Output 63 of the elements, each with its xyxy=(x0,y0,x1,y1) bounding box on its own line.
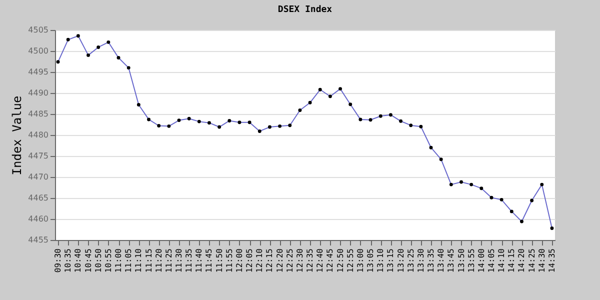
x-tick-label: 11:45 xyxy=(204,248,214,273)
y-tick-label: 4485 xyxy=(28,110,48,118)
x-tick-label: 12:55 xyxy=(346,248,355,273)
x-tick-label: 10:50 xyxy=(94,248,103,273)
x-tick-label: 10:40 xyxy=(74,248,83,273)
y-tick-label: 4495 xyxy=(28,68,48,76)
y-tick-label: 4455 xyxy=(28,236,48,244)
x-tick-label: 14:00 xyxy=(476,248,486,273)
x-tick-label: 12:10 xyxy=(255,248,264,273)
y-tick-label: 4500 xyxy=(28,46,48,56)
y-axis-title: Index Value xyxy=(10,96,24,176)
x-tick-label: 14:15 xyxy=(507,248,516,273)
x-tick-label: 13:15 xyxy=(386,248,396,273)
x-tick-label: 11:30 xyxy=(174,248,184,273)
y-tick-label: 4470 xyxy=(28,172,48,182)
x-tick-label: 13:35 xyxy=(426,248,436,273)
x-tick-label: 14:30 xyxy=(537,248,546,273)
x-tick-label: 14:05 xyxy=(486,248,496,273)
x-tick-label: 13:45 xyxy=(446,248,456,273)
chart-title: DSEX Index xyxy=(278,5,333,15)
x-tick-label: 12:45 xyxy=(326,248,335,273)
x-tick-label: 09:30 xyxy=(54,248,63,273)
x-tick-label: 14:10 xyxy=(497,248,506,273)
x-tick-label: 12:15 xyxy=(265,248,274,273)
x-tick-label: 11:25 xyxy=(164,248,174,273)
y-tick-label: 4465 xyxy=(28,194,48,202)
x-tick-label: 14:25 xyxy=(527,248,536,273)
x-tick-label: 13:55 xyxy=(466,248,476,273)
x-tick-label: 13:25 xyxy=(406,248,416,273)
x-tick-label: 10:45 xyxy=(84,248,93,273)
x-tick-label: 12:40 xyxy=(316,248,325,273)
x-tick-label: 11:10 xyxy=(134,248,144,273)
x-tick-label: 12:30 xyxy=(295,248,304,273)
x-tick-label: 12:35 xyxy=(306,248,315,273)
x-tick-label: 13:10 xyxy=(376,248,386,273)
x-tick-label: 12:20 xyxy=(275,248,284,273)
x-tick-label: 11:35 xyxy=(184,248,194,273)
y-tick-label: 4490 xyxy=(28,88,48,98)
x-tick-label: 14:20 xyxy=(517,248,526,273)
y-tick-label: 4480 xyxy=(28,130,48,140)
x-tick-label: 12:05 xyxy=(245,248,254,273)
x-tick-label: 10:35 xyxy=(64,248,73,273)
y-tick-label: 4505 xyxy=(28,26,48,34)
x-tick-label: 11:50 xyxy=(214,248,224,273)
y-tick-label: 4460 xyxy=(28,214,48,224)
x-tick-label: 12:50 xyxy=(336,248,345,273)
x-tick-label: 12:25 xyxy=(285,248,294,273)
x-tick-label: 11:15 xyxy=(144,248,154,273)
x-tick-label: 13:50 xyxy=(456,248,466,273)
x-tick-label: 13:30 xyxy=(416,248,426,273)
x-tick-label: 13:05 xyxy=(366,248,376,273)
x-tick-label: 11:05 xyxy=(124,248,134,273)
x-tick-label: 10:55 xyxy=(104,248,113,273)
y-tick-label: 4475 xyxy=(28,152,48,160)
x-tick-label: 13:40 xyxy=(436,248,446,273)
x-tick-label: 11:00 xyxy=(114,248,124,273)
x-tick-label: 11:40 xyxy=(194,248,204,273)
x-tick-label: 11:20 xyxy=(154,248,164,273)
x-tick-label: 12:00 xyxy=(234,248,244,273)
x-tick-label: 11:55 xyxy=(224,248,234,273)
x-tick-label: 13:20 xyxy=(396,248,406,273)
x-tick-label: 14:35 xyxy=(547,248,556,273)
x-tick-label: 13:00 xyxy=(356,248,365,273)
